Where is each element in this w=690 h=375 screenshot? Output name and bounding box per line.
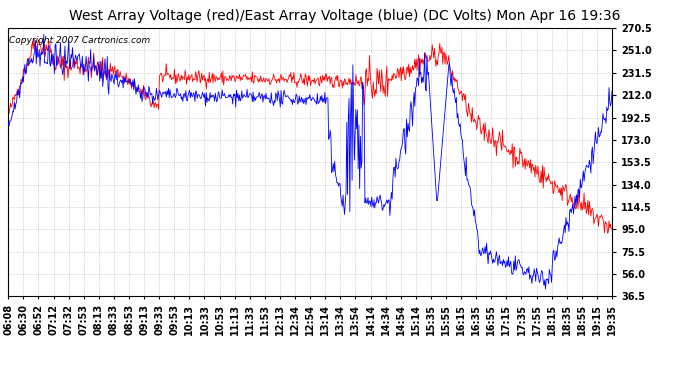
Text: West Array Voltage (red)/East Array Voltage (blue) (DC Volts) Mon Apr 16 19:36: West Array Voltage (red)/East Array Volt… <box>69 9 621 23</box>
Text: Copyright 2007 Cartronics.com: Copyright 2007 Cartronics.com <box>10 36 150 45</box>
